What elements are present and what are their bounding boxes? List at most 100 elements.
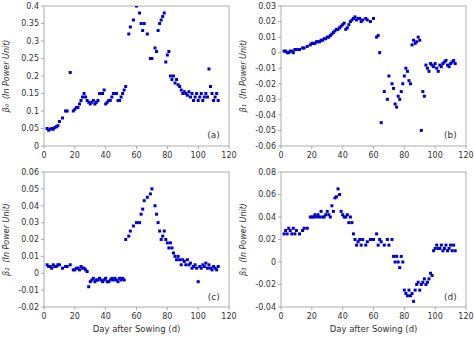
point	[161, 15, 164, 18]
point	[292, 51, 295, 54]
x-tick-label: 40	[101, 312, 111, 321]
x-tick	[373, 146, 374, 149]
point	[369, 20, 372, 23]
y-tick	[278, 52, 281, 53]
y-tick-label: 0	[34, 142, 39, 151]
point	[423, 277, 426, 280]
x-tick-label: 120	[221, 151, 236, 160]
point	[169, 241, 172, 244]
x-tick-label: 0	[278, 312, 283, 321]
point	[395, 106, 398, 109]
y-tick-label: 0.1	[26, 107, 39, 116]
point	[358, 238, 361, 241]
point	[454, 249, 457, 252]
point	[200, 267, 203, 270]
point	[160, 238, 163, 241]
point	[203, 265, 206, 268]
panel-label: (a)	[207, 130, 220, 140]
y-tick-label: 0.06	[258, 190, 276, 199]
point	[50, 267, 53, 270]
point	[66, 265, 69, 268]
point	[115, 92, 118, 95]
point	[132, 19, 135, 22]
point	[426, 67, 429, 70]
point	[140, 213, 143, 216]
point	[443, 247, 446, 250]
y-tick	[278, 6, 281, 7]
point	[163, 230, 166, 233]
point	[195, 92, 198, 95]
points	[46, 6, 220, 132]
y-tick-label: 0.01	[258, 33, 276, 42]
point	[326, 210, 329, 213]
y-tick	[41, 6, 44, 7]
point	[380, 121, 383, 124]
point	[444, 244, 447, 247]
point	[84, 96, 87, 99]
point	[158, 230, 161, 233]
x-tick-label: 40	[101, 151, 111, 160]
x-tick-label: 60	[368, 312, 378, 321]
figure: 00.050.10.150.20.250.30.350.402040608010…	[0, 0, 474, 341]
x-tick	[281, 146, 282, 149]
point	[195, 267, 198, 270]
point	[200, 92, 203, 95]
point	[295, 229, 298, 232]
y-tick-label: 0.3	[26, 37, 39, 46]
x-tick	[229, 307, 230, 310]
point	[395, 255, 398, 258]
point	[391, 82, 394, 85]
y-tick	[278, 99, 281, 100]
panel: -0.06-0.05-0.04-0.03-0.02-0.0100.010.020…	[239, 2, 474, 160]
point	[364, 244, 367, 247]
y-tick-label: 0.35	[21, 19, 39, 28]
point	[58, 263, 61, 266]
y-tick-label: 0.02	[21, 235, 39, 244]
x-tick	[404, 307, 405, 310]
point	[175, 78, 178, 81]
y-tick-label: 0.01	[21, 252, 39, 261]
point	[197, 99, 200, 102]
x-tick	[198, 307, 199, 310]
y-tick-label: -0.02	[18, 303, 39, 312]
x-tick-label: 100	[191, 312, 206, 321]
point	[184, 263, 187, 266]
point	[124, 85, 127, 88]
plot-frame	[281, 6, 466, 146]
x-tick-label: 20	[70, 151, 80, 160]
point	[66, 110, 69, 113]
x-tick-label: 100	[428, 312, 443, 321]
point	[346, 213, 349, 216]
y-tick-label: 0.02	[258, 235, 276, 244]
point	[204, 262, 207, 265]
point	[150, 57, 153, 60]
point	[120, 96, 123, 99]
point	[337, 187, 340, 190]
y-tick-label: -0.06	[255, 142, 276, 151]
point	[411, 292, 414, 295]
point	[400, 255, 403, 258]
point	[198, 96, 201, 99]
x-tick-label: 20	[307, 151, 317, 160]
points	[283, 187, 457, 303]
point	[412, 300, 415, 303]
x-tick	[342, 146, 343, 149]
x-tick-label: 120	[221, 312, 236, 321]
point	[298, 232, 301, 235]
point	[135, 6, 138, 8]
y-tick	[278, 37, 281, 38]
x-tick-label: 80	[162, 151, 172, 160]
x-tick-label: 120	[458, 312, 473, 321]
x-tick-label: 0	[278, 151, 283, 160]
y-tick-label: 0.25	[21, 54, 39, 63]
point	[383, 244, 386, 247]
point	[211, 268, 214, 271]
point	[361, 19, 364, 22]
point	[454, 62, 457, 65]
point	[109, 99, 112, 102]
point	[372, 238, 375, 241]
point	[378, 51, 381, 54]
points	[46, 187, 220, 288]
point	[150, 187, 153, 190]
point	[403, 75, 406, 78]
